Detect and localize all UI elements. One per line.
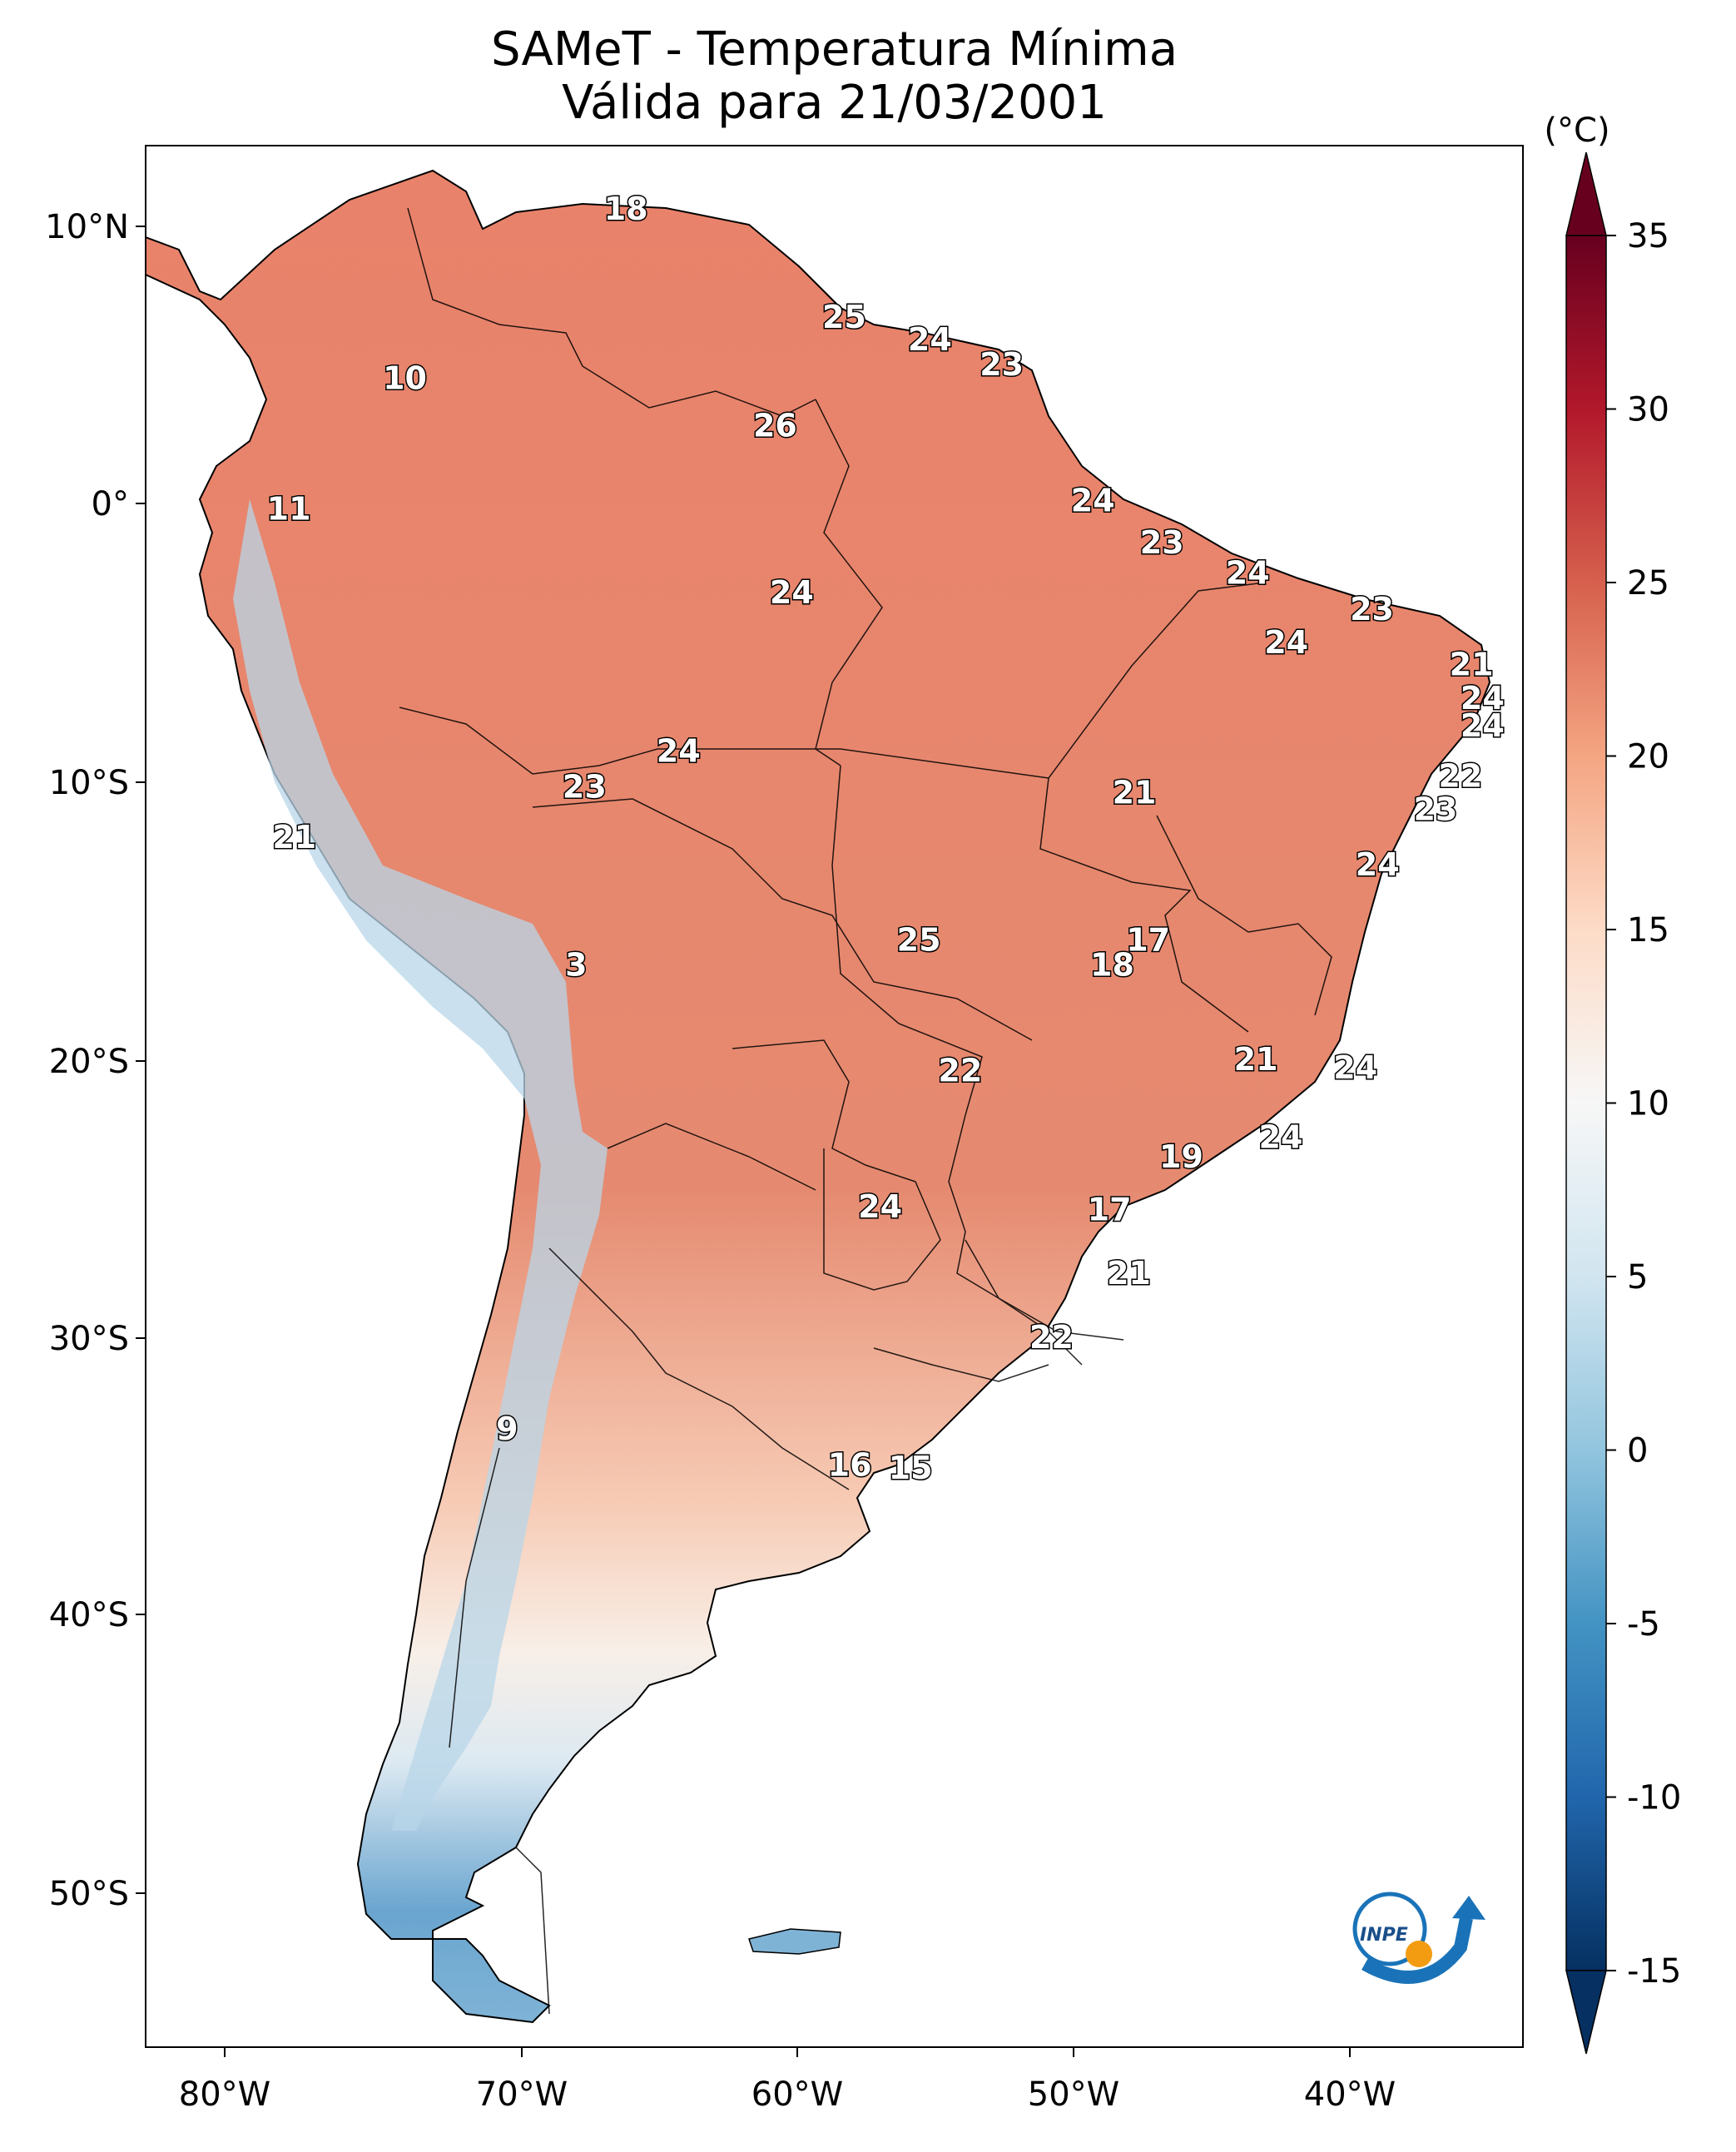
map-value-label: 15 bbox=[889, 1450, 933, 1486]
y-axis: 10°N 0° 10°S 20°S 30°S 40°S 50°S bbox=[45, 208, 146, 1913]
colorbar-min-extend bbox=[1565, 1970, 1607, 2055]
map-value-label: 24 bbox=[1226, 555, 1270, 592]
map-value-label: 23 bbox=[1413, 791, 1457, 827]
colorbar-tick-label: 20 bbox=[1627, 738, 1669, 776]
map-value-label: 23 bbox=[1350, 591, 1394, 627]
map-value-label: 25 bbox=[897, 921, 941, 958]
map-value-label: 24 bbox=[1071, 483, 1115, 519]
falkland-islands bbox=[748, 1928, 841, 1955]
map-value-label: 23 bbox=[980, 346, 1024, 383]
map-layer bbox=[146, 169, 1491, 2024]
x-tick-label: 50°W bbox=[1028, 2075, 1119, 2114]
map-value-label: 24 bbox=[1259, 1119, 1303, 1156]
y-tick-label: 0° bbox=[92, 485, 129, 523]
colorbar-max-extend bbox=[1565, 151, 1607, 236]
inpe-logo: INPE bbox=[1352, 1892, 1486, 1984]
y-tick-label: 50°S bbox=[49, 1875, 129, 1913]
map-value-label: 18 bbox=[604, 191, 648, 227]
colorbar-tick-label: 35 bbox=[1627, 217, 1669, 255]
map-title: SAMeT - Temperatura Mínima bbox=[490, 22, 1178, 77]
y-tick-label: 40°S bbox=[49, 1596, 129, 1634]
map-subtitle: Válida para 21/03/2001 bbox=[562, 76, 1107, 130]
logo-text: INPE bbox=[1360, 1925, 1408, 1946]
colorbar-tick-label: -10 bbox=[1627, 1779, 1681, 1817]
map-value-label: 24 bbox=[858, 1188, 902, 1225]
colorbar-tick-label: -15 bbox=[1627, 1952, 1681, 1991]
y-tick-label: 10°N bbox=[45, 208, 129, 246]
map-value-label: 23 bbox=[1140, 524, 1184, 561]
map-value-label: 11 bbox=[267, 491, 311, 528]
map-value-label: 18 bbox=[1090, 946, 1134, 983]
map-value-label: 26 bbox=[753, 407, 797, 444]
x-tick-label: 60°W bbox=[751, 2075, 843, 2114]
map-value-label: 24 bbox=[1356, 846, 1400, 883]
map-value-label: 19 bbox=[1159, 1138, 1203, 1175]
map-value-label: 24 bbox=[1461, 680, 1505, 717]
colorbar-tick-label: -5 bbox=[1627, 1605, 1660, 1644]
map-value-label: 24 bbox=[1461, 707, 1505, 744]
map-value-label: 3 bbox=[565, 946, 587, 983]
colorbar-tick-label: 25 bbox=[1627, 564, 1669, 602]
colorbar: (°C) 35 30 25 20 15 10 5 0 -5 -10 -15 bbox=[1544, 112, 1681, 2055]
colorbar-body bbox=[1565, 235, 1607, 1971]
colorbar-tick-label: 30 bbox=[1627, 391, 1669, 429]
colorbar-tick-label: 15 bbox=[1627, 911, 1669, 950]
map-value-label: 10 bbox=[383, 360, 427, 397]
colorbar-tick-label: 5 bbox=[1627, 1258, 1648, 1297]
map-value-label: 23 bbox=[563, 769, 607, 806]
map-value-label: 25 bbox=[822, 299, 866, 335]
x-tick-label: 40°W bbox=[1304, 2075, 1396, 2114]
map-value-label: 24 bbox=[1264, 624, 1308, 661]
map-value-label: 21 bbox=[1113, 774, 1157, 811]
map-value-label: 24 bbox=[1333, 1049, 1377, 1086]
map-value-label: 22 bbox=[1438, 757, 1482, 794]
map-value-label: 16 bbox=[828, 1447, 872, 1484]
x-tick-label: 80°W bbox=[179, 2075, 270, 2114]
x-tick-label: 70°W bbox=[476, 2075, 568, 2114]
colorbar-unit: (°C) bbox=[1544, 112, 1610, 150]
map-value-label: 17 bbox=[1126, 921, 1170, 958]
map-value-label: 21 bbox=[272, 819, 316, 855]
y-tick-label: 10°S bbox=[49, 764, 129, 802]
y-tick-label: 30°S bbox=[49, 1320, 129, 1358]
map-value-label: 24 bbox=[908, 321, 952, 358]
y-tick-label: 20°S bbox=[49, 1043, 129, 1081]
x-axis: 80°W 70°W 60°W 50°W 40°W bbox=[179, 2047, 1396, 2114]
colorbar-tick-label: 0 bbox=[1627, 1432, 1648, 1470]
colorbar-tick-label: 10 bbox=[1627, 1085, 1669, 1123]
map-value-label: 21 bbox=[1450, 647, 1494, 683]
map-value-label: 17 bbox=[1088, 1191, 1132, 1227]
map-value-label: 24 bbox=[770, 574, 814, 611]
map-value-label: 22 bbox=[938, 1052, 982, 1088]
map-value-label: 9 bbox=[496, 1411, 518, 1447]
map-value-label: 24 bbox=[657, 732, 701, 769]
map-value-label: 21 bbox=[1107, 1255, 1151, 1292]
map-value-label: 22 bbox=[1029, 1319, 1074, 1356]
andes-cool-band bbox=[233, 499, 608, 1831]
political-borders bbox=[399, 207, 1332, 2015]
map-value-label: 21 bbox=[1234, 1041, 1278, 1078]
colorbar-ticks: 35 30 25 20 15 10 5 0 -5 -10 -15 bbox=[1606, 217, 1681, 1991]
